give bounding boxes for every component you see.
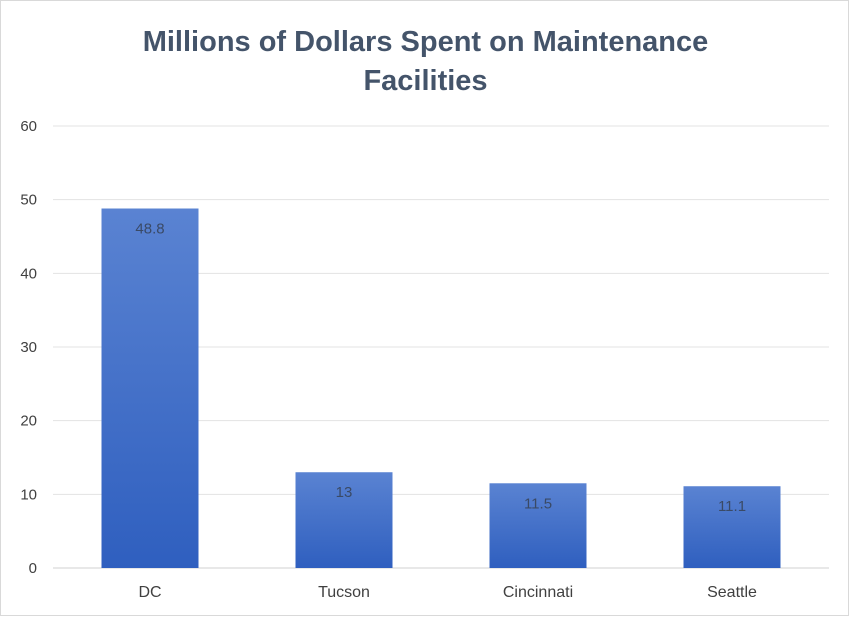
bar-cincinnati [489,483,587,568]
bar-dc [101,208,199,569]
chart-title-line-1: Millions of Dollars Spent on Maintenance [142,26,709,58]
bar-seattle [683,486,781,568]
y-tick-label: 60 [20,118,37,135]
x-tick-label-dc: DC [138,584,161,601]
y-axis-ticks: 0 10 20 30 40 50 60 [20,118,37,577]
y-tick-label: 40 [20,265,37,282]
x-tick-label-tucson: Tucson [318,584,370,601]
data-labels: 48.8 13 11.5 11.1 [135,221,746,516]
y-tick-label: 0 [29,560,37,577]
y-tick-label: 50 [20,192,37,209]
data-label-seattle: 11.1 [718,498,746,515]
y-tick-label: 30 [20,339,37,356]
x-tick-label-seattle: Seattle [707,584,757,601]
data-label-tucson: 13 [336,484,353,501]
chart-title: Millions of Dollars Spent on Maintenance… [1,23,849,101]
chart-title-line-2: Facilities [363,65,488,97]
bars [101,208,781,569]
data-label-dc: 48.8 [135,221,164,238]
x-tick-label-cincinnati: Cincinnati [503,584,573,601]
data-label-cincinnati: 11.5 [524,495,552,512]
x-axis-ticks: DC Tucson Cincinnati Seattle [138,584,757,601]
y-tick-label: 20 [20,413,37,430]
y-tick-label: 10 [20,486,37,503]
bar-tucson [295,472,393,568]
